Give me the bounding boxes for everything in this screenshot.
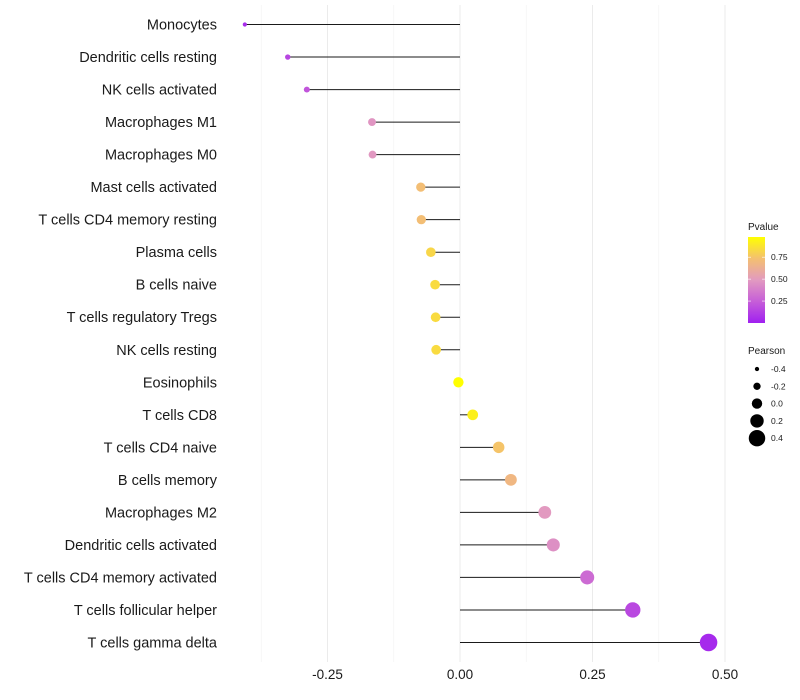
lollipop-point [538, 505, 552, 519]
lollipop-point [467, 409, 479, 421]
colorbar-tick-label: 0.50 [771, 274, 788, 284]
size-legend-label: -0.2 [771, 381, 786, 391]
lollipop-point [699, 633, 718, 652]
colorbar-tick-label: 0.25 [771, 296, 788, 306]
lollipop-point [453, 377, 464, 388]
category-label: B cells memory [118, 473, 218, 489]
category-label: T cells regulatory Tregs [67, 310, 217, 326]
lollipop-point [492, 441, 505, 454]
lollipop-point [416, 215, 426, 225]
lollipop-point [368, 118, 376, 127]
lollipop-point [430, 279, 440, 290]
category-label: Plasma cells [136, 245, 217, 261]
lollipop-segments [244, 24, 709, 643]
category-label: Dendritic cells resting [79, 50, 217, 66]
lollipop-point [431, 344, 441, 355]
lollipop-points [242, 22, 718, 652]
size-legend-label: 0.2 [771, 416, 783, 426]
size-legend-key [753, 382, 761, 390]
size-legend-key [750, 414, 764, 428]
pvalue-legend: Pvalue 0.75 0.50 0.25 [748, 222, 788, 323]
x-tick-label: -0.25 [312, 667, 343, 682]
pvalue-legend-title: Pvalue [748, 222, 779, 233]
pearson-legend: Pearson -0.4 -0.2 0.0 0.2 0.4 [748, 346, 786, 447]
colorbar-tick-label: 0.75 [771, 252, 788, 262]
category-label: Macrophages M2 [105, 505, 217, 521]
size-legend-label: 0.0 [771, 399, 783, 409]
lollipop-point [504, 473, 517, 486]
category-label: T cells CD4 naive [104, 440, 217, 456]
x-tick-label: 0.00 [447, 667, 473, 682]
category-label: T cells CD4 memory activated [24, 570, 217, 586]
category-label: Eosinophils [143, 375, 217, 391]
size-legend-key [751, 398, 763, 409]
size-legend-key [748, 429, 766, 447]
lollipop-point [625, 602, 641, 618]
size-legend-label: -0.4 [771, 364, 786, 374]
category-label: NK cells activated [102, 83, 217, 99]
category-label: Monocytes [147, 18, 217, 34]
lollipop-point [285, 54, 291, 60]
category-label: Mast cells activated [90, 180, 217, 196]
category-label: T cells gamma delta [88, 635, 218, 651]
category-label: T cells CD4 memory resting [38, 213, 217, 229]
lollipop-point [580, 570, 595, 585]
lollipop-point [242, 22, 247, 27]
lollipop-point [546, 538, 560, 552]
x-axis-labels: -0.25 0.00 0.25 0.50 [312, 667, 738, 682]
size-legend-label: 0.4 [771, 433, 783, 443]
category-label: Macrophages M0 [105, 148, 217, 164]
x-tick-label: 0.25 [579, 667, 605, 682]
y-axis-labels: Monocytes Dendritic cells resting NK cells… [24, 18, 218, 652]
size-legend-key [754, 366, 760, 372]
category-label: T cells follicular helper [74, 603, 217, 619]
lollipop-point [303, 86, 310, 93]
lollipop-point [368, 150, 377, 159]
category-label: B cells naive [136, 278, 217, 294]
pvalue-colorbar [748, 237, 765, 323]
x-tick-label: 0.50 [712, 667, 738, 682]
grid-lines [260, 5, 726, 662]
lollipop-point [416, 182, 426, 192]
pearson-legend-title: Pearson [748, 346, 785, 357]
lollipop-point [430, 312, 441, 323]
category-label: T cells CD8 [142, 408, 217, 424]
category-label: Dendritic cells activated [65, 538, 217, 554]
category-label: Macrophages M1 [105, 115, 217, 131]
category-label: NK cells resting [116, 343, 217, 359]
lollipop-point [426, 247, 436, 257]
